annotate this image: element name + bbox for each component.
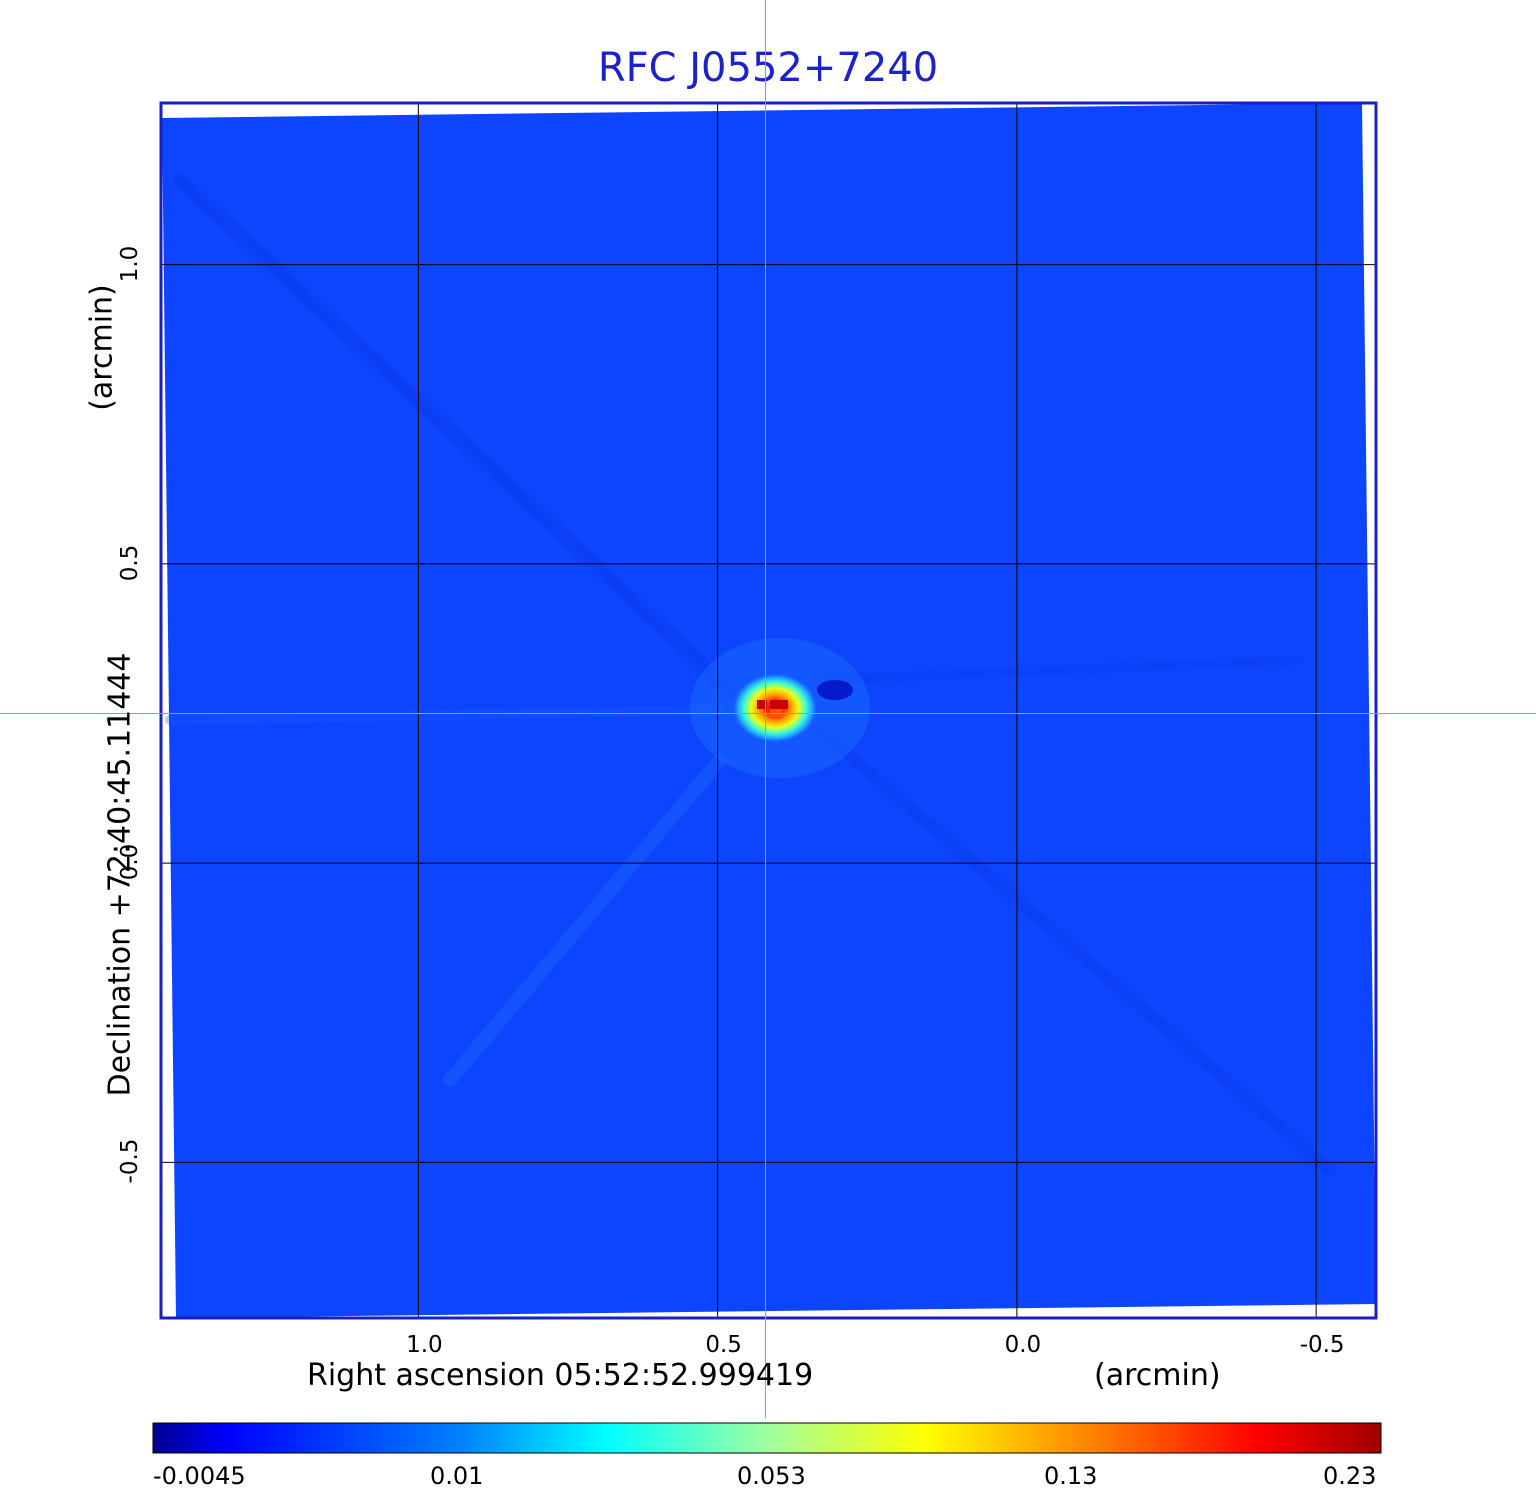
y-axis-label: Declination +72:40:45.11444: [102, 652, 138, 1097]
y-axis-unit: (arcmin): [84, 284, 120, 411]
x-tick-label: 0.5: [705, 1332, 742, 1358]
coordinate-grid: [161, 103, 1376, 1318]
y-tick-label: 0.5: [117, 544, 143, 582]
plot-frame: [159, 101, 1378, 1320]
x-tick-label: -0.5: [1299, 1332, 1345, 1358]
colorbar-tick-label: -0.0045: [153, 1462, 246, 1490]
crosshair: [0, 0, 1536, 1418]
radio-source: [690, 638, 870, 778]
x-tick-label: 0.0: [1004, 1332, 1042, 1358]
x-axis-unit: (arcmin): [1094, 1358, 1221, 1393]
colorbar: [152, 1422, 1382, 1454]
chart-title: RFC J0552+7240: [597, 45, 939, 91]
colorbar-tick-label: 0.13: [1044, 1462, 1098, 1490]
colorbar-tick-label: 0.053: [737, 1462, 806, 1490]
x-tick-label: 1.0: [406, 1332, 443, 1358]
y-tick-label: 1.0: [117, 245, 143, 282]
colorbar-tick-label: 0.01: [430, 1462, 484, 1490]
x-axis-label: Right ascension 05:52:52.999419: [307, 1358, 814, 1393]
colorbar-tick-label: 0.23: [1323, 1462, 1377, 1490]
y-tick-label: -0.5: [117, 1138, 143, 1184]
